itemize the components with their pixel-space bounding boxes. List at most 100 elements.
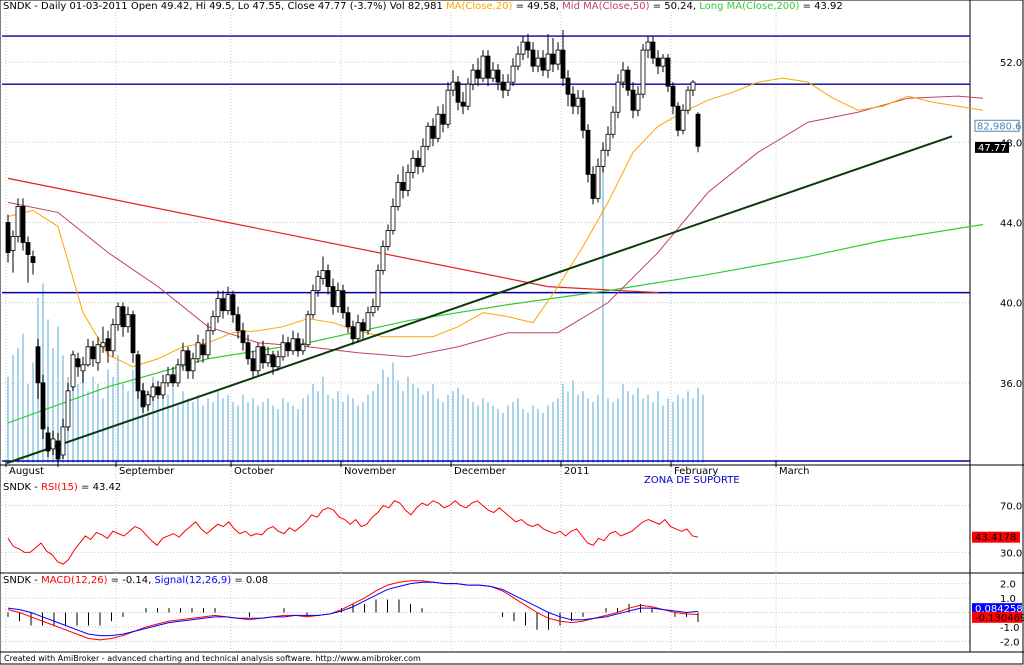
volume-bar [92,376,94,463]
candle-body [585,129,591,175]
candle-body [645,41,651,51]
mid-ma-50-line [7,95,984,358]
macd-header-part: Signal(12,26,9) [154,575,232,586]
candle-body [690,81,696,91]
volume-bar [702,394,704,463]
volume-bar [652,401,654,463]
candle-body [30,256,36,263]
candle-body [540,57,546,71]
volume-bar [437,398,439,463]
volume-bar [497,409,499,463]
candle-body [185,350,191,372]
price-header-part: = 50.24, [649,1,700,12]
volume-bar [177,405,179,463]
candle-body [55,440,61,460]
candle-body [190,358,196,372]
macd-tick-label: -2.0 [1000,637,1020,648]
last-price-box [975,141,1009,153]
volume-bar [512,401,514,463]
ma-20-line [7,77,984,368]
x-tick-label: August [9,466,44,477]
candle-body [230,294,236,316]
x-tick-label: October [234,466,275,477]
volume-bar [477,405,479,463]
x-tick-label: December [454,466,507,477]
candle-body [310,290,316,316]
candle-body [435,113,441,139]
candle-body [465,83,471,107]
candle-body [285,342,291,352]
candle-body [660,57,666,67]
candle-body [355,322,361,340]
candle-body [685,89,691,111]
signal-line [7,581,699,637]
volume-bar [377,383,379,463]
candle-body [15,206,21,237]
volume-bar [492,405,494,463]
volume-bar [457,387,459,463]
macd-tick-label: -1.0 [1000,623,1020,634]
candle-body [140,390,146,408]
volume-bar [72,362,74,463]
macd-value-box [972,611,1022,623]
volume-bar [277,409,279,463]
volume-bar [467,398,469,463]
candle-body [135,354,141,392]
volume-bar [47,319,49,463]
candle-body [270,354,276,368]
volume-bar [87,391,89,463]
volume-bar [417,387,419,463]
volume-bar [52,348,54,463]
candle-body [395,181,401,207]
volume-bar [107,369,109,463]
candle-body [580,97,586,131]
volume-bar [262,401,264,463]
candle-body [180,350,186,366]
volume-bar [552,401,554,463]
volume-bar [487,401,489,463]
volume-bar [422,394,424,463]
candle-body [155,386,161,396]
volume-bar [62,355,64,463]
price-header-part: MA(Close,20) [446,1,513,12]
volume-bar [192,401,194,463]
candle-body [250,358,256,372]
price-header-part: SNDK - Daily 01-03-2011 Open 49.42, Hi 4… [3,1,447,12]
price-header-part: = 49.58, [512,1,563,12]
candle-body [385,230,391,247]
volume-bar [12,355,14,463]
candle-body [20,206,26,243]
volume-bar [577,394,579,463]
volume-bar [442,401,444,463]
volume-bar [317,391,319,463]
candle-body [170,374,176,384]
volume-bar [172,387,174,463]
candle-body [545,53,551,71]
candle-body [85,346,91,366]
volume-bar [17,348,19,463]
candle-body [160,382,166,396]
candle-body [265,354,271,364]
candle-body [90,346,96,360]
volume-bar [152,376,154,463]
volume-value-box [974,119,1020,132]
volume-bar [247,401,249,463]
zona-de-suporte-label: ZONA DE SUPORTE [644,475,740,486]
candle-body [445,89,451,125]
macd-value-label: -0.130469 [975,613,1024,624]
rsi-value-label: 43.4178 [975,533,1016,544]
rsi-tick-label: 30.0 [1000,548,1022,559]
y-tick-label: 44.0 [1000,218,1022,229]
candle-body [505,81,511,91]
candle-body [325,270,331,288]
volume-bar [347,394,349,463]
candle-body [620,69,626,83]
x-tick-label: February [674,466,718,477]
volume-bar [452,391,454,463]
last-price-label: 47.77 [978,143,1007,154]
candle-body [245,342,251,360]
candle-body [200,344,206,356]
y-tick-label: 36.0 [1000,379,1022,390]
candle-body [680,109,686,131]
volume-bar [617,398,619,463]
